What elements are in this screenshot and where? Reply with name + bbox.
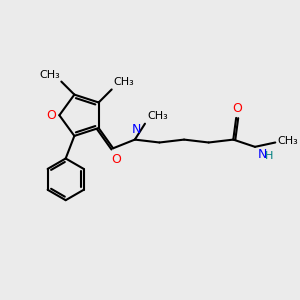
Text: O: O	[233, 102, 243, 115]
Text: O: O	[46, 109, 56, 122]
Text: O: O	[111, 154, 121, 166]
Text: N: N	[132, 123, 141, 136]
Text: CH₃: CH₃	[39, 70, 60, 80]
Text: CH₃: CH₃	[113, 77, 134, 87]
Text: CH₃: CH₃	[147, 111, 168, 122]
Text: CH₃: CH₃	[278, 136, 298, 146]
Text: H: H	[265, 151, 274, 161]
Text: N: N	[258, 148, 267, 161]
